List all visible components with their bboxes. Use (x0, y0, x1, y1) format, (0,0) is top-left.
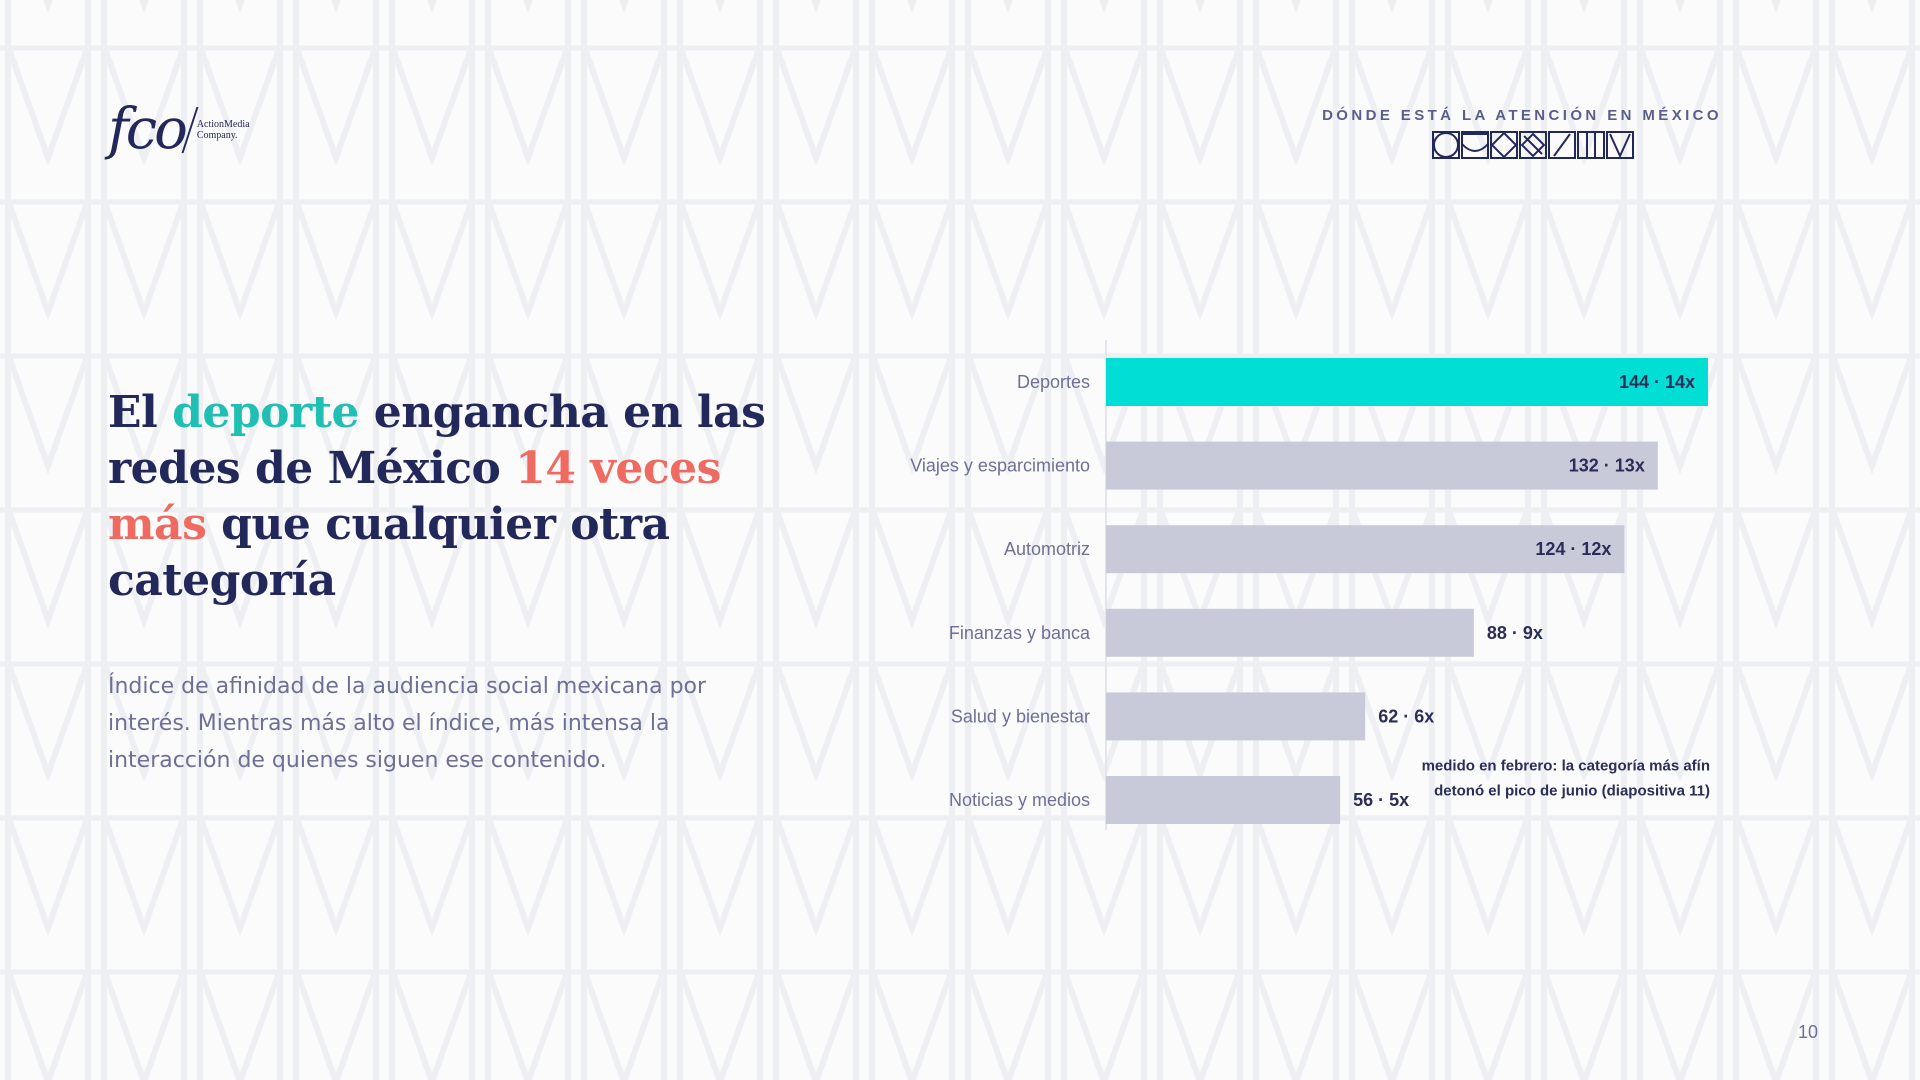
headline-highlight-sport: deporte (172, 387, 359, 438)
category-label: Salud y bienestar (951, 706, 1090, 726)
bar (1106, 608, 1474, 657)
headline: El deporte engancha en las redes de Méxi… (108, 385, 788, 609)
brand-logo: fco ActionMedia Company. (108, 102, 250, 158)
page-number: 10 (1797, 1022, 1818, 1042)
bar (1106, 441, 1658, 490)
headline-part3: que cualquier otra categoría (108, 499, 670, 606)
logo-subtitle: ActionMedia Company. (197, 119, 250, 141)
category-label: Automotriz (1004, 539, 1090, 559)
value-label: 88 · 9x (1487, 623, 1543, 643)
category-label: Viajes y esparcimiento (910, 456, 1090, 476)
value-label: 56 · 5x (1353, 790, 1409, 810)
category-label: Deportes (1017, 372, 1090, 392)
logo-subtitle-line2: Company. (196, 130, 238, 141)
header-tagline: DÓNDE ESTÁ LA ATENCIÓN EN MÉXICO (1322, 107, 1722, 124)
logo-subtitle-line1: ActionMedia (196, 119, 250, 130)
logo-mark: fco (108, 97, 188, 162)
value-label: 62 · 6x (1378, 706, 1434, 726)
mexico-glyph-logo (1432, 131, 1634, 159)
headline-part2: engancha en las redes de México (108, 387, 766, 494)
bar (1106, 776, 1341, 824)
headline-part1: El (108, 387, 173, 438)
bar-highlight (1106, 358, 1708, 406)
value-label: 124 · 12x (1535, 539, 1611, 559)
affinity-bar-chart: Deportes 144 · 14x Viajes y esparcimiento 1… (910, 340, 1710, 830)
category-label: Finanzas y banca (949, 623, 1091, 643)
chart-annotation-line: detonó el pico de junio (diapositiva 11) (1434, 782, 1710, 799)
headline-highlight-multiplier: 14 veces más (108, 443, 721, 550)
chart-annotation-line: medido en febrero: la categoría más afín (1422, 757, 1710, 774)
category-label: Noticias y medios (949, 790, 1090, 810)
bar (1106, 692, 1366, 741)
chart-description: Índice de afinidad de la audiencia socia… (108, 674, 707, 773)
value-label: 144 · 14x (1619, 372, 1695, 392)
bar (1106, 525, 1625, 574)
value-label: 132 · 13x (1569, 456, 1645, 476)
